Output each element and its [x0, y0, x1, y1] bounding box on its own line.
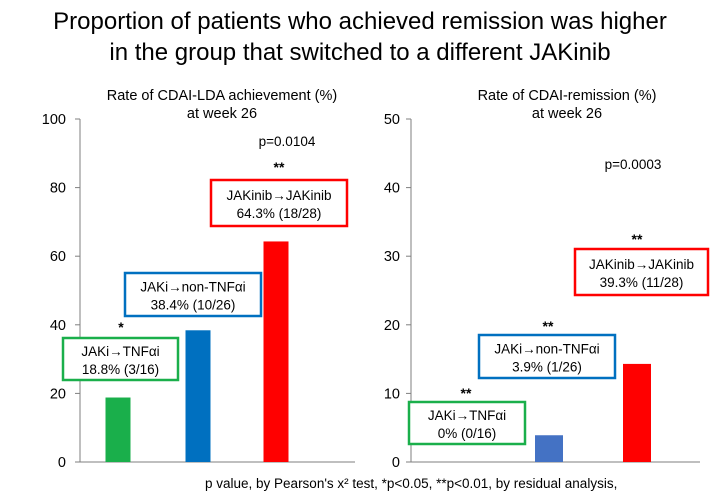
p-value-label: p=0.0104 — [259, 134, 316, 149]
p-value-label: p=0.0003 — [605, 157, 662, 172]
page-title-line1: Proportion of patients who achieved remi… — [53, 8, 667, 35]
bar-3 — [263, 241, 289, 462]
significance-marker: ** — [632, 231, 643, 247]
significance-marker: * — [118, 319, 124, 335]
bar-group-label: JAKinib→JAKinib — [589, 257, 694, 272]
bar-label-box — [209, 178, 349, 228]
y-tick-label: 0 — [58, 455, 66, 471]
page-title-line2: in the group that switched to a differen… — [109, 39, 611, 66]
bar-label-box — [477, 333, 617, 380]
y-tick-label: 0 — [392, 455, 400, 471]
y-tick-label: 50 — [384, 112, 400, 128]
chart-1: Rate of CDAI-LDA achievement (%) at week … — [42, 88, 355, 471]
significance-marker: ** — [461, 385, 472, 401]
bar-value-label: 18.8% (3/16) — [82, 362, 159, 377]
bar-3 — [623, 363, 651, 462]
y-tick-label: 60 — [50, 249, 66, 265]
y-tick-label: 10 — [384, 386, 400, 402]
y-tick-label: 100 — [42, 112, 66, 128]
page-title: Proportion of patients who achieved remi… — [0, 6, 720, 68]
bar-1 — [105, 397, 131, 462]
y-tick-label: 40 — [50, 318, 66, 334]
footnote: p value, by Pearson's x² test, *p<0.05, … — [205, 476, 618, 491]
bar-value-label: 64.3% (18/28) — [237, 206, 322, 221]
bar-value-label: 0% (0/16) — [438, 426, 497, 441]
bar-value-label: 3.9% (1/26) — [512, 360, 582, 375]
chart-title-line2: at week 26 — [532, 106, 602, 122]
bar-group-label: JAKi→TNFαi — [81, 344, 159, 359]
chart-title-line1: Rate of CDAI-remission (%) — [478, 88, 657, 104]
y-tick-label: 80 — [50, 181, 66, 197]
bar-group-label: JAKi→TNFαi — [428, 408, 506, 423]
y-tick-label: 30 — [384, 249, 400, 265]
chart-title-line2: at week 26 — [187, 106, 257, 122]
bar-group-label: JAKinib→JAKinib — [226, 188, 331, 203]
significance-marker: ** — [274, 159, 285, 175]
bar-label-box — [123, 271, 263, 318]
bar-value-label: 39.3% (11/28) — [600, 275, 684, 290]
chart-title-line1: Rate of CDAI-LDA achievement (%) — [107, 88, 337, 104]
y-tick-label: 20 — [50, 386, 66, 402]
bar-group-label: JAKi→non-TNFαi — [494, 342, 599, 357]
y-tick-label: 40 — [384, 181, 400, 197]
chart-2: Rate of CDAI-remission (%) at week 26 0 10 2… — [384, 88, 710, 471]
bar-2 — [535, 435, 563, 462]
bar-group-label: JAKi→non-TNFαi — [140, 280, 245, 295]
bar-2 — [185, 330, 211, 462]
bar-label-box — [61, 336, 180, 382]
bar-value-label: 38.4% (10/26) — [151, 298, 236, 313]
significance-marker: ** — [543, 318, 554, 334]
y-tick-label: 20 — [384, 318, 400, 334]
bar-label-box — [407, 400, 527, 446]
bar-label-box — [573, 247, 710, 297]
